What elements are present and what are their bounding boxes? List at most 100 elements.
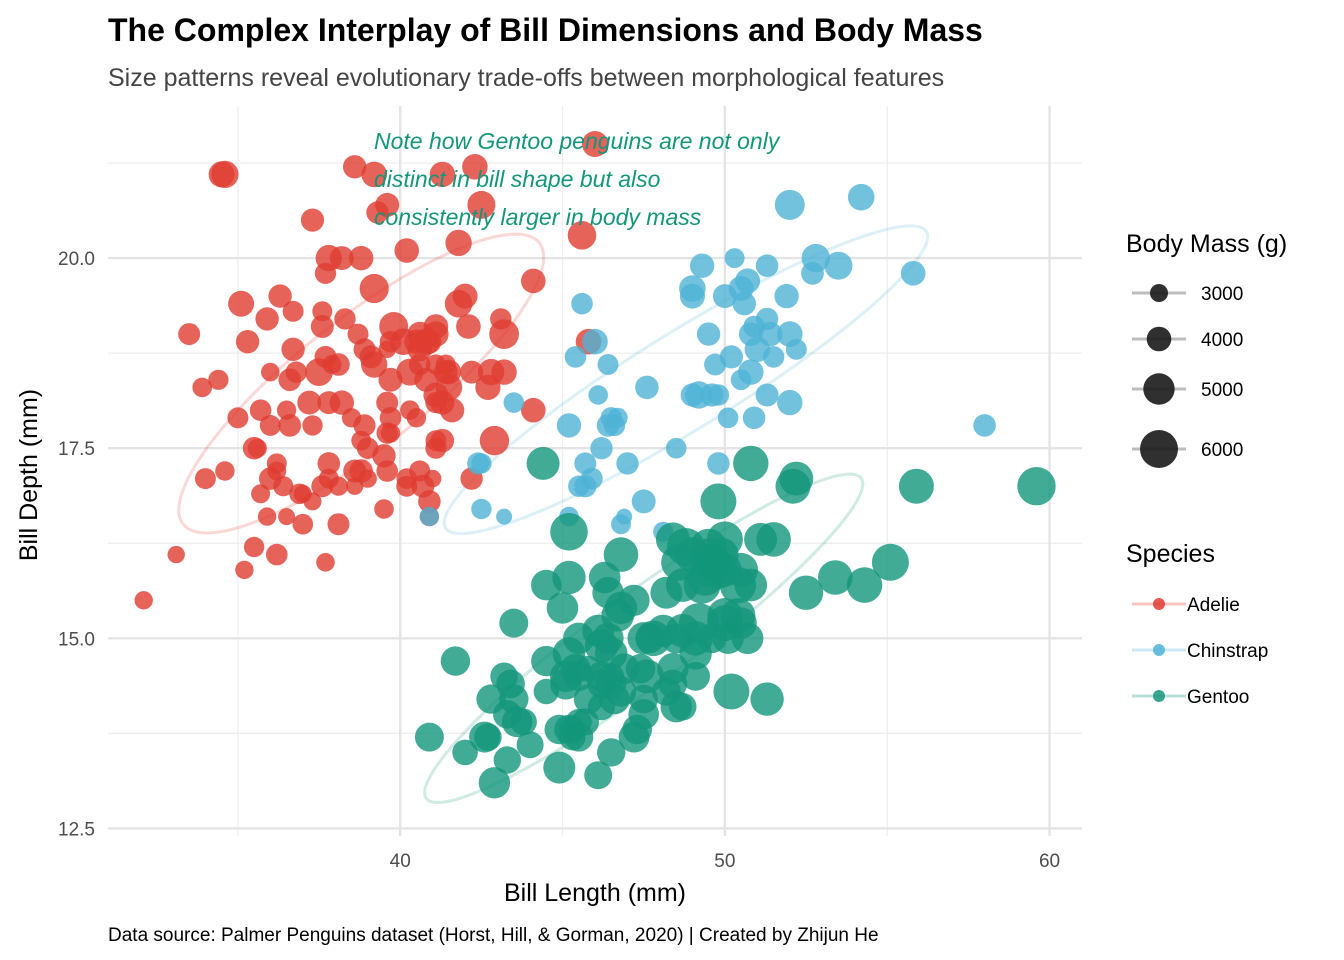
y-axis-label: Bill Depth (mm) bbox=[15, 389, 43, 561]
point-chinstrap bbox=[900, 261, 926, 286]
species-legend-key-chinstrap bbox=[1153, 644, 1165, 656]
point-adelie bbox=[178, 323, 201, 346]
point-chinstrap bbox=[419, 506, 440, 527]
point-adelie bbox=[211, 160, 239, 189]
point-chinstrap bbox=[801, 243, 830, 273]
point-adelie bbox=[266, 453, 287, 474]
size-legend-key bbox=[1150, 284, 1168, 302]
point-adelie bbox=[310, 315, 334, 338]
point-adelie bbox=[439, 398, 465, 423]
point-adelie bbox=[257, 507, 277, 526]
point-adelie bbox=[302, 415, 323, 436]
point-gentoo bbox=[543, 751, 576, 784]
annotation-line-1: Note how Gentoo penguins are not only bbox=[374, 128, 781, 154]
point-gentoo bbox=[516, 731, 544, 759]
point-adelie bbox=[361, 161, 388, 188]
point-adelie bbox=[424, 469, 442, 488]
point-gentoo bbox=[750, 682, 784, 716]
point-chinstrap bbox=[471, 498, 492, 520]
point-chinstrap bbox=[571, 292, 593, 315]
point-chinstrap bbox=[679, 275, 706, 302]
size-legend-label: 4000 bbox=[1201, 330, 1243, 351]
point-chinstrap bbox=[847, 183, 875, 211]
point-gentoo bbox=[779, 461, 814, 496]
point-chinstrap bbox=[496, 508, 513, 525]
point-adelie bbox=[297, 390, 322, 415]
point-gentoo bbox=[526, 446, 560, 480]
y-tick-label: 17.5 bbox=[58, 439, 95, 460]
point-chinstrap bbox=[774, 283, 799, 309]
point-adelie bbox=[278, 414, 302, 437]
point-adelie bbox=[418, 490, 441, 513]
point-chinstrap bbox=[719, 345, 744, 369]
point-adelie bbox=[300, 208, 325, 232]
point-adelie bbox=[235, 560, 254, 580]
y-tick-label: 20.0 bbox=[58, 249, 95, 270]
size-legend-key bbox=[1143, 373, 1175, 405]
size-legend-title: Body Mass (g) bbox=[1126, 230, 1287, 258]
point-adelie bbox=[228, 290, 255, 317]
species-legend-key-gentoo bbox=[1153, 690, 1165, 702]
point-chinstrap bbox=[580, 467, 603, 490]
point-adelie bbox=[462, 154, 488, 180]
point-adelie bbox=[327, 513, 350, 536]
y-tick-label: 15.0 bbox=[58, 629, 95, 650]
point-adelie bbox=[343, 155, 367, 179]
x-tick-label: 40 bbox=[390, 851, 411, 872]
point-gentoo bbox=[493, 746, 521, 774]
point-gentoo bbox=[898, 468, 934, 504]
point-adelie bbox=[273, 476, 294, 497]
point-chinstrap bbox=[607, 407, 628, 428]
point-adelie bbox=[460, 360, 484, 384]
point-gentoo bbox=[668, 692, 697, 721]
point-gentoo bbox=[734, 568, 768, 602]
point-adelie bbox=[194, 468, 216, 490]
point-adelie bbox=[378, 367, 403, 392]
point-adelie bbox=[268, 284, 292, 308]
point-adelie bbox=[423, 314, 449, 339]
point-chinstrap bbox=[824, 251, 853, 280]
point-adelie bbox=[327, 353, 350, 376]
point-chinstrap bbox=[588, 385, 608, 405]
point-chinstrap bbox=[564, 346, 587, 368]
point-adelie bbox=[329, 390, 354, 415]
point-chinstrap bbox=[665, 437, 687, 459]
point-adelie bbox=[266, 543, 288, 566]
chart-caption: Data source: Palmer Penguins dataset (Ho… bbox=[108, 925, 879, 946]
point-chinstrap bbox=[755, 383, 779, 407]
point-adelie bbox=[429, 161, 456, 188]
point-chinstrap bbox=[973, 414, 996, 437]
point-adelie bbox=[243, 536, 265, 558]
point-gentoo bbox=[584, 761, 613, 790]
point-gentoo bbox=[550, 513, 588, 551]
point-adelie bbox=[567, 221, 597, 250]
chart-title: The Complex Interplay of Bill Dimensions… bbox=[108, 12, 983, 48]
point-adelie bbox=[353, 414, 376, 437]
point-adelie bbox=[361, 351, 388, 378]
size-legend-label: 5000 bbox=[1201, 380, 1243, 401]
species-legend-label: Gentoo bbox=[1187, 687, 1249, 708]
point-chinstrap bbox=[732, 292, 756, 316]
point-adelie bbox=[376, 460, 399, 482]
size-legend-key bbox=[1140, 430, 1178, 468]
grid-lines bbox=[108, 106, 1082, 836]
point-adelie bbox=[249, 399, 272, 422]
point-gentoo bbox=[499, 608, 529, 638]
point-adelie bbox=[247, 438, 267, 458]
point-chinstrap bbox=[582, 328, 608, 355]
point-chinstrap bbox=[631, 489, 656, 514]
point-adelie bbox=[259, 414, 281, 436]
point-gentoo bbox=[1017, 467, 1056, 506]
point-gentoo bbox=[818, 560, 853, 595]
point-adelie bbox=[479, 425, 510, 456]
point-adelie bbox=[456, 314, 481, 339]
axis-tick-labels: 40 50 60 12.5 15.0 17.5 20.0 bbox=[58, 249, 1060, 872]
point-adelie bbox=[312, 301, 333, 322]
point-chinstrap bbox=[738, 359, 764, 385]
point-gentoo bbox=[414, 722, 444, 752]
point-chinstrap bbox=[707, 384, 730, 406]
x-tick-label: 50 bbox=[714, 851, 735, 872]
point-adelie bbox=[358, 469, 377, 488]
point-chinstrap bbox=[717, 407, 739, 429]
size-legend: Body Mass (g) 3000 4000 5000 6000 bbox=[1126, 230, 1287, 468]
